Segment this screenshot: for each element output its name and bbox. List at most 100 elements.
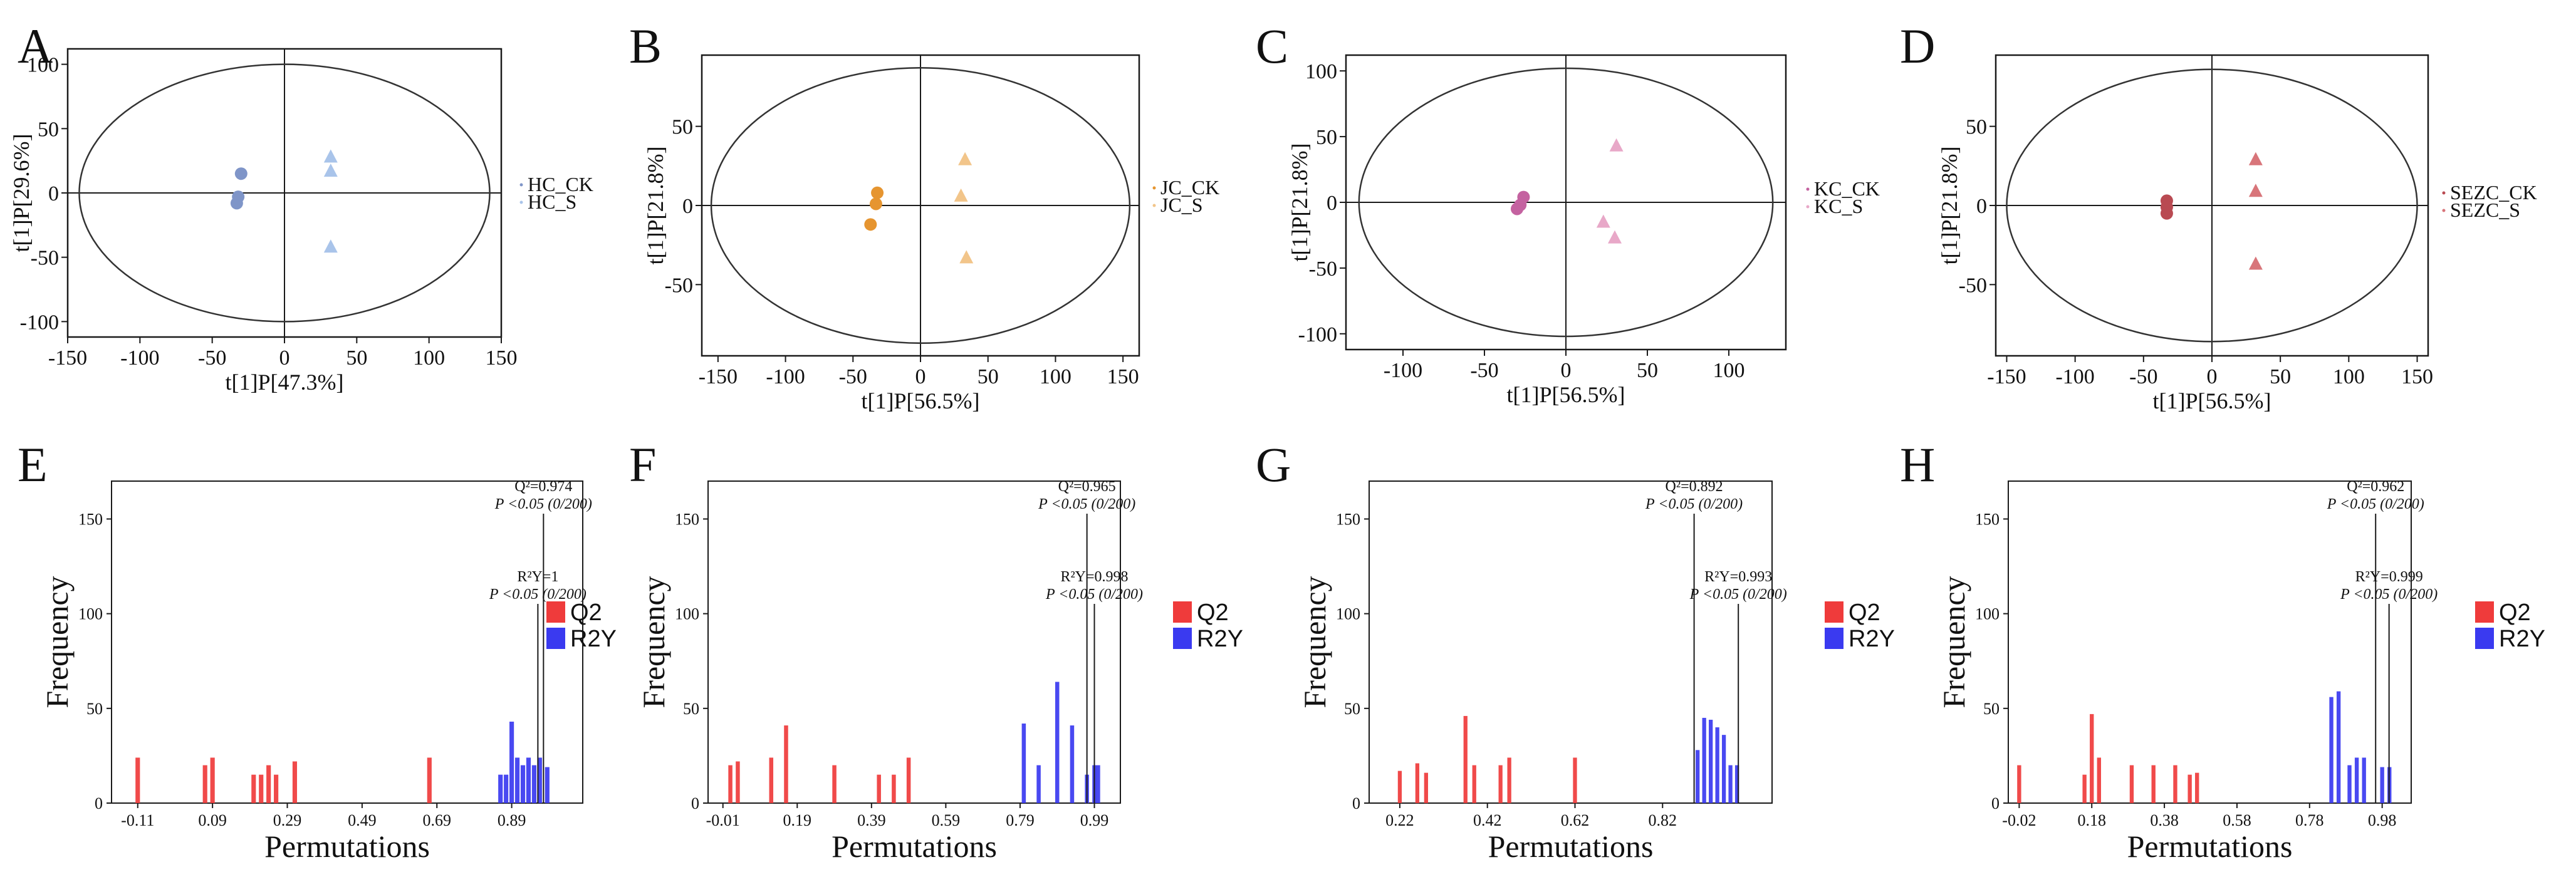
panel-label: E (18, 437, 48, 492)
histogram-bar (1472, 765, 1476, 803)
data-point (871, 186, 884, 199)
x-tick-label: 0 (2207, 365, 2218, 388)
y-tick-label: -100 (1298, 323, 1337, 346)
x-tick-label: 50 (2270, 365, 2291, 388)
histogram-bar (202, 765, 207, 803)
panel-a: A -150 -100 -50 0 50 100 150 -100 -50 0 50 100 t[1]P[… (9, 19, 593, 395)
panel-c: C -100 -50 0 50 100 -100 -50 0 50 100 t[1]P[56.5%] t… (1256, 19, 1880, 407)
data-point (2248, 184, 2263, 197)
annotation-pvalue: P <0.05 (0/200) (489, 586, 587, 603)
panel-f: F -0.01 0.19 0.39 0.59 0.79 0.99 0 50 100 150 Permu… (629, 437, 1243, 864)
histogram-bar (2129, 765, 2134, 803)
panel-label: D (1900, 19, 1935, 73)
histogram-bar (2090, 714, 2094, 803)
x-tick-label: 0.38 (2150, 811, 2179, 829)
x-tick-label: -150 (699, 365, 738, 388)
x-axis-label: Permutations (1488, 829, 1654, 864)
y-tick-label: -50 (1309, 257, 1337, 281)
x-axis-label: t[1]P[56.5%] (1507, 382, 1625, 407)
y-tick-label: -100 (20, 311, 59, 334)
x-tick-label: -150 (48, 346, 87, 370)
histogram-bar (2188, 774, 2192, 803)
histogram-bar (1070, 725, 1075, 803)
x-tick-label: 150 (2401, 365, 2433, 388)
histogram-bar (514, 757, 520, 803)
data-point (2248, 152, 2263, 165)
histogram-bar (1702, 717, 1706, 803)
plot-frame (1369, 480, 1773, 804)
histogram-bar (1036, 765, 1041, 803)
legend-entry: JC_CK (1160, 176, 1219, 199)
y-tick-label: 0 (95, 794, 103, 812)
legend-entry: SEZC_CK (2450, 181, 2537, 204)
y-tick-label: 0 (48, 182, 59, 205)
y-tick-label: 50 (683, 700, 699, 718)
panel-d: D-150 -100 -50 0 50 100 150-50050t[1]P[56.5%]t… (1900, 19, 2537, 413)
histogram-bar (2347, 765, 2352, 803)
histogram-bar (251, 774, 256, 803)
confidence-ellipse (710, 66, 1131, 345)
legend-entry: R2Y (1849, 626, 1895, 652)
x-tick-label: 0.99 (1080, 811, 1109, 829)
histogram-bar (784, 725, 788, 803)
y-tick-label: 50 (1966, 116, 1987, 139)
x-axis-label: t[1]P[47.3%] (226, 370, 344, 395)
data-point (954, 188, 968, 202)
panel-label: A (18, 19, 53, 73)
panel-h: H -0.02 0.18 0.38 0.58 0.78 0.98 0 50 100 150 Permu… (1900, 437, 2545, 864)
x-tick-label: -100 (2055, 365, 2094, 388)
y-axis-label: Frequency (636, 576, 671, 708)
histogram-bar (504, 774, 509, 803)
histogram-bar (2354, 757, 2359, 803)
histogram-bar (259, 774, 264, 803)
annotation-stat: R²Y=0.999 (2355, 569, 2423, 585)
x-tick-label: 0.79 (1006, 811, 1035, 829)
x-tick-label: 0.19 (783, 811, 812, 829)
y-tick-label: 150 (1975, 510, 2000, 528)
data-point (2160, 207, 2173, 220)
histogram-bar (135, 757, 140, 803)
panel-e: E -0.11 0.09 0.29 0.49 0.69 0.89 0 50 100 150 Permu… (18, 437, 617, 864)
y-axis-label: t[1]P[21.8%] (1287, 143, 1312, 262)
x-tick-label: -50 (2129, 365, 2157, 388)
annotation-stat: R²Y=0.998 (1060, 569, 1128, 585)
annotation-pvalue: P <0.05 (0/200) (2327, 496, 2424, 512)
histogram-bar (509, 721, 514, 803)
histogram-bar (1715, 727, 1719, 803)
legend-marker (1152, 186, 1156, 190)
legend-entry: R2Y (570, 626, 617, 652)
legend-entry: R2Y (2499, 626, 2545, 652)
x-tick-label: 0 (279, 346, 290, 370)
y-axis-label: t[1]P[21.8%] (643, 147, 668, 265)
histogram-bar (1021, 724, 1026, 803)
histogram-bar (498, 774, 503, 803)
legend-swatch (2475, 601, 2494, 623)
data-point (234, 167, 248, 180)
panel-label: C (1256, 19, 1288, 73)
panel-label: H (1900, 437, 1935, 492)
legend-marker (2442, 209, 2446, 212)
y-tick-label: -50 (665, 274, 693, 297)
legend-marker (1806, 187, 1810, 191)
histogram-bar (1415, 763, 1420, 803)
histogram-bar (736, 761, 740, 803)
y-tick-label: 100 (1336, 605, 1360, 623)
legend-marker (1806, 205, 1810, 209)
x-tick-label: 50 (346, 346, 367, 370)
x-tick-label: -0.11 (121, 811, 154, 829)
histogram-bar (2097, 757, 2102, 803)
x-axis-label: Permutations (832, 829, 997, 864)
annotation-stat: Q²=0.962 (2347, 479, 2404, 495)
histogram-bar (292, 761, 298, 803)
legend-swatch (1825, 628, 1843, 649)
y-tick-label: 50 (1983, 700, 2000, 718)
x-tick-label: 0.58 (2223, 811, 2251, 829)
histogram-bar (877, 774, 881, 803)
x-tick-label: 100 (413, 346, 445, 370)
data-point (958, 152, 973, 165)
y-tick-label: 150 (1336, 510, 1360, 528)
annotation-pvalue: P <0.05 (0/200) (494, 496, 592, 512)
x-tick-label: -50 (1470, 359, 1498, 382)
x-axis-label: t[1]P[56.5%] (2153, 388, 2271, 413)
